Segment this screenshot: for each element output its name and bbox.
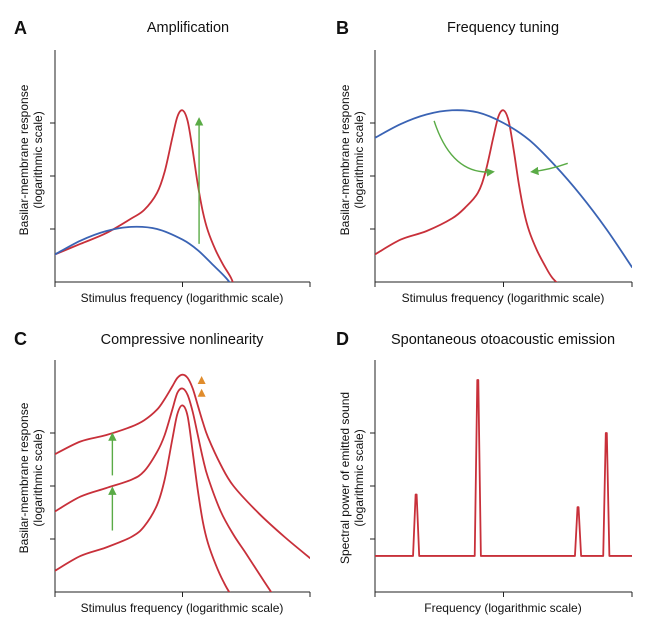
ticks-d: [370, 432, 633, 597]
curved-arrow-b-2: [530, 162, 568, 176]
curves-c: [55, 373, 310, 592]
panel-title-a: Amplification: [147, 20, 229, 36]
y-label-b-line1: Basilar-membrane response: [338, 84, 352, 235]
panel-b: B Frequency tuning Basilar-membrane resp…: [336, 18, 633, 305]
y-label-d-line2: (logarithmic scale): [352, 429, 366, 526]
panel-title-b: Frequency tuning: [447, 20, 559, 36]
x-label-c: Stimulus frequency (logarithmic scale): [81, 601, 284, 615]
curve-a-red-1: [55, 109, 234, 282]
ticks-a: [50, 122, 311, 287]
y-label-b-line2: (logarithmic scale): [352, 111, 366, 208]
curve-c-red-2: [55, 387, 273, 592]
curve-c-red-1: [55, 373, 310, 559]
ticks-b: [370, 122, 633, 287]
y-label-d-line1: Spectral power of emitted sound: [338, 392, 352, 564]
curve-b-blue-2: [375, 109, 632, 269]
y-label-c-line2: (logarithmic scale): [31, 429, 45, 526]
spectrum-line-d: [375, 379, 632, 557]
panel-letter-d: D: [336, 329, 349, 349]
x-label-d: Frequency (logarithmic scale): [424, 601, 581, 615]
curve-b-red-1: [375, 109, 558, 282]
y-label-a-line2: (logarithmic scale): [31, 111, 45, 208]
curve-c-red-3: [55, 404, 231, 592]
panel-letter-c: C: [14, 329, 27, 349]
y-label-c-line1: Basilar-membrane response: [17, 402, 31, 553]
y-label-a-line1: Basilar-membrane response: [17, 84, 31, 235]
curves-a: [55, 109, 234, 282]
curves-d: [375, 379, 632, 557]
curve-a-blue-2: [55, 225, 231, 282]
panel-c: C Compressive nonlinearity Basilar-membr…: [14, 329, 311, 615]
panel-letter-b: B: [336, 18, 349, 38]
x-label-a: Stimulus frequency (logarithmic scale): [81, 291, 284, 305]
panel-title-c: Compressive nonlinearity: [101, 332, 265, 348]
panel-title-d: Spontaneous otoacoustic emission: [391, 332, 615, 348]
curved-arrow-b-1: [433, 120, 495, 177]
ticks-c: [50, 432, 311, 597]
triangle-marker-c-1: [197, 376, 206, 384]
panel-d: D Spontaneous otoacoustic emission Spect…: [336, 329, 633, 615]
curves-b: [375, 109, 632, 282]
x-label-b: Stimulus frequency (logarithmic scale): [402, 291, 605, 305]
panel-a: A Amplification Basilar-membrane respons…: [14, 18, 311, 305]
panel-letter-a: A: [14, 18, 27, 38]
triangle-marker-c-2: [197, 388, 206, 397]
